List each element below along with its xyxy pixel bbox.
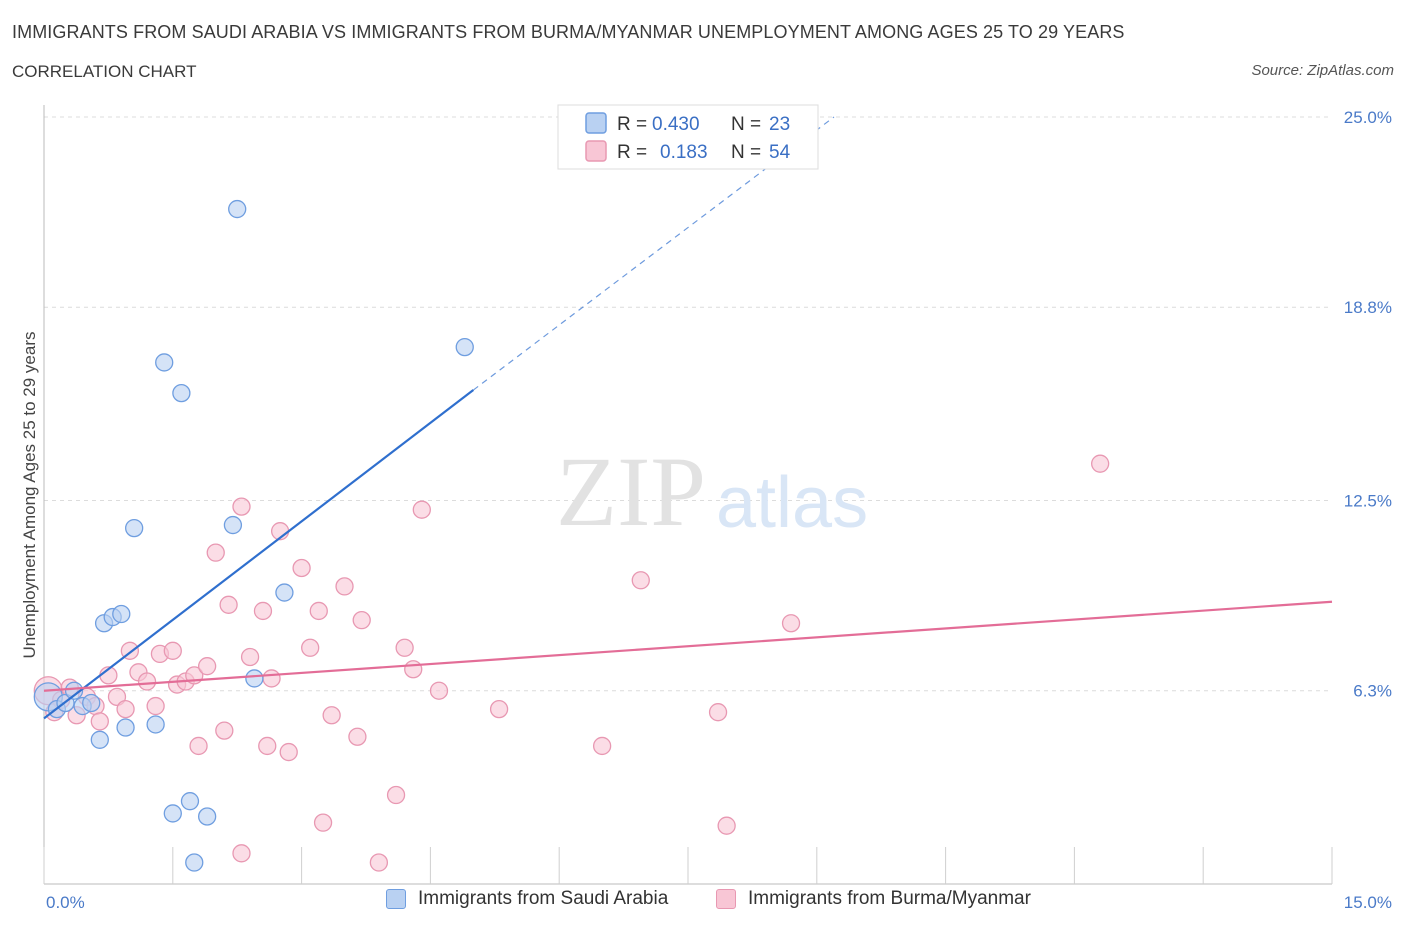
burma-point-41 — [369, 853, 389, 872]
legend-n-label-pink: N = — [731, 142, 761, 163]
legend-r-label-blue: R = — [617, 114, 647, 135]
burma-point-36 — [313, 813, 333, 832]
y-axis-label: Unemployment Among Ages 25 to 29 years — [20, 332, 39, 659]
y-tick-label-0: 6.3% — [1353, 682, 1392, 701]
burma-point-32 — [279, 742, 298, 762]
burma-point-49 — [631, 571, 650, 590]
saudi-point-6 — [90, 730, 109, 749]
watermark-atlas: atlas — [716, 463, 868, 543]
saudi-point-14 — [163, 804, 182, 823]
saudi-point-11 — [125, 518, 144, 538]
burma-point-52 — [781, 614, 801, 633]
legend-n-value-blue: 23 — [769, 114, 790, 135]
legend-n-value-pink: 54 — [769, 142, 791, 163]
burma-point-7 — [90, 712, 109, 731]
saudi-point-17 — [185, 853, 204, 872]
x-tick-labels: 0.0% 15.0% — [46, 893, 1392, 912]
bottom-legend-label-burma: Immigrants from Burma/Myanmar — [748, 888, 1031, 909]
burma-point-37 — [322, 706, 341, 725]
burma-point-35 — [309, 601, 328, 621]
saudi-point-18 — [197, 807, 217, 826]
burma-point-42 — [386, 785, 406, 805]
burma-point-23 — [215, 721, 234, 740]
saudi-point-3 — [64, 681, 84, 700]
legend-r-value-pink: 0.183 — [660, 142, 708, 163]
y-tick-labels: 6.3% 12.5% 18.8% 25.0% — [1344, 108, 1392, 701]
saudi-point-22 — [275, 583, 294, 602]
legend-n-label-blue: N = — [731, 114, 761, 135]
y-tick-label-1: 12.5% — [1344, 492, 1392, 511]
watermark-zip: ZIP — [556, 436, 706, 547]
burma-point-26 — [232, 844, 251, 863]
burma-point-24 — [219, 595, 238, 614]
saudi-point-13 — [155, 353, 174, 372]
burma-point-22 — [206, 543, 225, 562]
bottom-legend-item-saudi: Immigrants from Saudi Arabia — [386, 888, 668, 910]
x-tick-label-0: 0.0% — [46, 893, 85, 912]
burma-point-43 — [395, 638, 414, 657]
saudi-point-19 — [223, 515, 243, 535]
saudi-point-16 — [180, 792, 200, 811]
bottom-legend-label-saudi: Immigrants from Saudi Arabia — [418, 888, 669, 909]
burma-point-28 — [253, 601, 273, 621]
burma-point-45 — [412, 500, 431, 519]
burma-point-51 — [717, 816, 736, 835]
burma-point-47 — [489, 699, 509, 719]
x-axis-ticks — [43, 847, 1333, 884]
burma-point-44 — [404, 660, 423, 679]
legend-r-label-pink: R = — [617, 142, 647, 163]
chart-title: IMMIGRANTS FROM SAUDI ARABIA VS IMMIGRAN… — [12, 22, 1125, 42]
legend-swatch-blue — [585, 112, 607, 134]
y-tick-label-2: 18.8% — [1344, 298, 1392, 317]
burma-point-21 — [197, 657, 217, 676]
saudi-point-20 — [228, 199, 247, 219]
bottom-legend-item-burma: Immigrants from Burma/Myanmar — [716, 888, 1031, 910]
saudi-trend-line — [43, 389, 475, 720]
x-tick-label-1: 15.0% — [1344, 893, 1392, 912]
saudi-point-10 — [116, 718, 135, 737]
burma-point-38 — [335, 577, 354, 596]
saudi-point-9 — [112, 604, 131, 624]
legend-r-value-blue: 0.430 — [652, 114, 700, 135]
burma-point-30 — [262, 669, 281, 688]
burma-trend-line — [43, 600, 1333, 692]
watermark: ZIP atlas — [556, 436, 868, 547]
burma-point-14 — [146, 696, 165, 716]
legend-box: R = 0.430 N = 23 R = 0.183 N = 54 — [557, 104, 819, 170]
burma-point-16 — [163, 641, 182, 660]
burma-point-25 — [232, 497, 251, 516]
series-saudi-points — [33, 199, 474, 872]
burma-point-34 — [301, 638, 320, 657]
burma-point-13 — [137, 672, 157, 691]
bottom-legend: Immigrants from Saudi Arabia Immigrants … — [0, 888, 1406, 918]
saudi-point-5 — [82, 693, 101, 713]
burma-point-48 — [592, 736, 612, 756]
bottom-legend-swatch-pink — [716, 889, 736, 909]
saudi-point-23 — [455, 337, 474, 357]
burma-point-39 — [348, 727, 367, 746]
burma-point-50 — [708, 703, 728, 722]
chart-subtitle: CORRELATION CHART — [12, 62, 197, 81]
saudi-point-15 — [172, 383, 191, 403]
burma-point-33 — [292, 558, 311, 578]
legend-swatch-pink — [585, 140, 607, 162]
y-tick-label-3: 25.0% — [1344, 108, 1392, 127]
burma-point-53 — [1091, 454, 1110, 473]
burma-point-27 — [240, 647, 260, 667]
burma-point-40 — [352, 611, 371, 630]
saudi-point-21 — [245, 669, 264, 688]
burma-point-29 — [258, 736, 277, 756]
burma-point-46 — [429, 681, 449, 700]
saudi-point-12 — [146, 715, 165, 734]
burma-point-20 — [189, 736, 208, 756]
burma-point-10 — [116, 699, 135, 719]
source-note: Source: ZipAtlas.com — [1251, 62, 1394, 79]
bottom-legend-swatch-blue — [386, 889, 406, 909]
